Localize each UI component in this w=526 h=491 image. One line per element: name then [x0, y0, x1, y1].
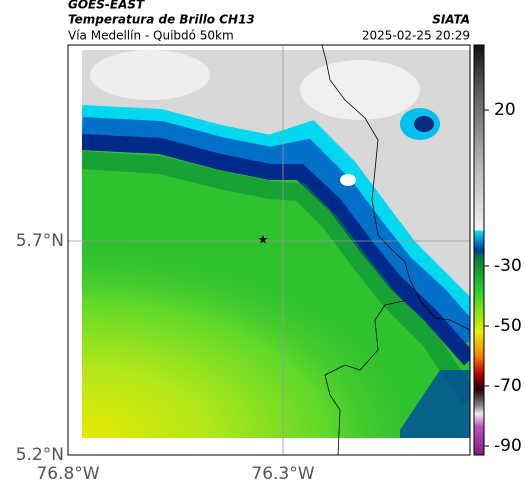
colorbar-tick-label: -30	[494, 256, 522, 276]
lon-label: 76.8°W	[36, 464, 99, 484]
lat-label: 5.7°N	[16, 231, 64, 251]
colorbar-tick-label: -70	[494, 376, 522, 396]
subtitle: Vía Medellín - Quibdó 50km	[68, 29, 234, 43]
satellite-image	[82, 50, 470, 438]
datetime: 2025-02-25 20:29	[362, 29, 470, 43]
colorbar: 20 -30 -50 -70 -90	[473, 44, 522, 456]
location-star: ★	[258, 233, 269, 247]
colorbar-tick-label: -50	[494, 316, 522, 336]
brand: SIATA	[432, 13, 470, 27]
grid	[68, 45, 470, 455]
lat-label: 5.2°N	[16, 445, 64, 465]
colorbar-scale	[473, 44, 485, 456]
title: Temperatura de Brillo CH13	[68, 13, 255, 27]
colorbar-tick-label: 20	[494, 100, 516, 120]
colorbar-tick-label: -90	[494, 436, 522, 456]
lon-label: 76.3°W	[251, 464, 314, 484]
axis-labels: 5.7°N 5.2°N 76.8°W 76.3°W	[16, 231, 315, 484]
map-frame	[67, 44, 471, 456]
borders	[321, 44, 471, 456]
header: GOES-EAST Temperatura de Brillo CH13 Vía…	[68, 0, 470, 43]
source: GOES-EAST	[68, 0, 145, 12]
